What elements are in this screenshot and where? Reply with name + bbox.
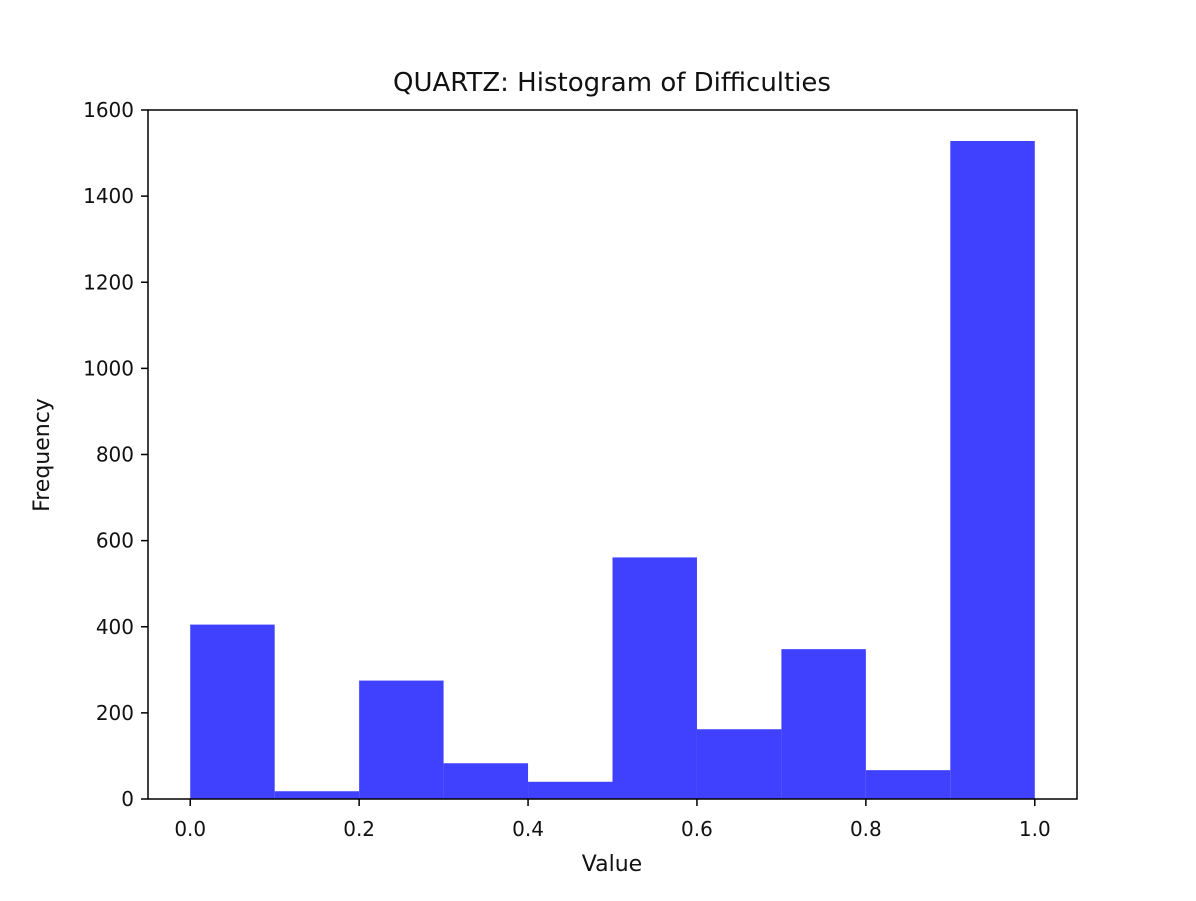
y-tick-label: 1400 xyxy=(83,184,134,208)
histogram-bar xyxy=(612,557,697,799)
x-tick-label: 1.0 xyxy=(1019,817,1051,841)
ticks-group: 0.0 0.2 0.4 0.6 0.8 1.0 0 200 400 600 800 1000 1200 1… xyxy=(83,98,1051,841)
x-tick-label: 0.8 xyxy=(850,817,882,841)
histogram-bar xyxy=(274,791,360,799)
histogram-bar xyxy=(443,763,529,799)
bars-group xyxy=(190,141,1035,799)
y-tick-label: 0 xyxy=(121,787,134,811)
y-tick-label: 1200 xyxy=(83,270,134,294)
histogram-bar xyxy=(359,680,444,799)
y-tick-label: 1600 xyxy=(83,98,134,122)
y-tick-label: 800 xyxy=(96,443,134,467)
histogram-bar xyxy=(696,729,782,799)
x-tick-label: 0.2 xyxy=(343,817,375,841)
y-tick-label: 600 xyxy=(96,529,134,553)
y-axis-label: Frequency xyxy=(30,398,55,512)
x-tick-label: 0.4 xyxy=(512,817,544,841)
y-tick-label: 400 xyxy=(96,615,134,639)
y-tick-label: 200 xyxy=(96,701,134,725)
chart-title: QUARTZ: Histogram of Difficulties xyxy=(393,68,831,98)
x-tick-label: 0.6 xyxy=(681,817,713,841)
histogram-bar xyxy=(950,141,1035,799)
histogram-bar xyxy=(528,781,613,799)
histogram-bar xyxy=(190,624,275,799)
y-tick-label: 1000 xyxy=(83,356,134,380)
histogram-bar xyxy=(865,770,951,799)
x-tick-label: 0.0 xyxy=(174,817,206,841)
plot-frame xyxy=(147,109,1078,800)
x-axis-label: Value xyxy=(582,852,642,877)
histogram-bar xyxy=(781,649,866,799)
